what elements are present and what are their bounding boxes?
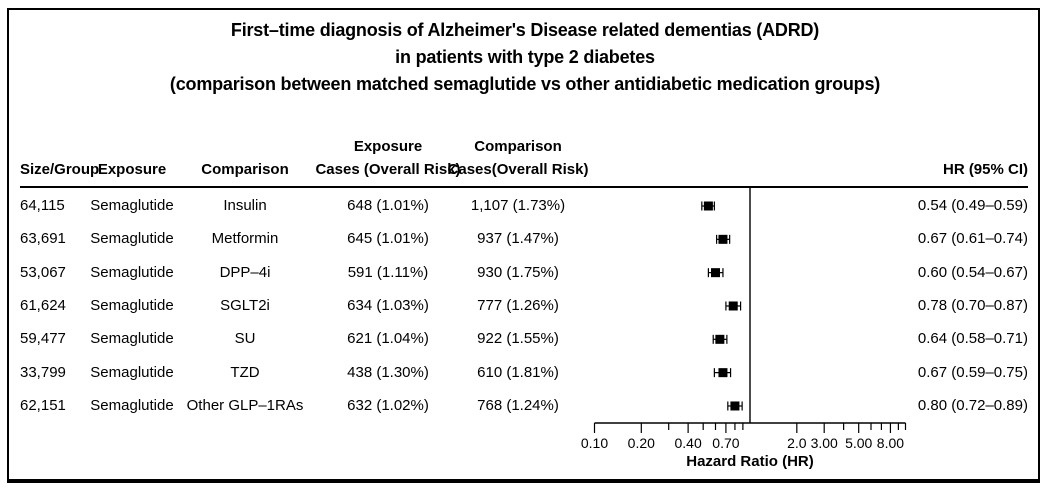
- cell-comparison-cases: 922 (1.55%): [477, 330, 559, 347]
- cell-size: 33,799: [20, 364, 66, 381]
- cell-size: 59,477: [20, 330, 66, 347]
- cell-exposure: Semaglutide: [90, 297, 174, 314]
- table-row: 63,691 Semaglutide Metformin 645 (1.01%)…: [0, 229, 1050, 249]
- hr-point-marker: [711, 268, 721, 278]
- x-axis-tick-label: 8.00: [877, 435, 904, 451]
- cell-comparison: TZD: [230, 364, 260, 381]
- table-row: 61,624 Semaglutide SGLT2i 634 (1.03%) 77…: [0, 296, 1050, 316]
- x-axis-tick-label: 0.20: [628, 435, 655, 451]
- cell-hr-ci: 0.67 (0.61–0.74): [917, 230, 1028, 247]
- column-header-exposure-cases-line2: Cases (Overall Risk): [315, 161, 461, 178]
- x-axis-tick-label: 0.10: [581, 435, 608, 451]
- cell-exposure: Semaglutide: [90, 397, 174, 414]
- hr-point-marker: [728, 301, 738, 311]
- cell-exposure-cases: 648 (1.01%): [347, 197, 429, 214]
- cell-exposure: Semaglutide: [90, 264, 174, 281]
- column-header-comparison: Comparison: [201, 161, 289, 178]
- cell-exposure-cases: 438 (1.30%): [347, 364, 429, 381]
- cell-comparison-cases: 768 (1.24%): [477, 397, 559, 414]
- hr-point-marker: [703, 201, 713, 211]
- cell-exposure: Semaglutide: [90, 197, 174, 214]
- cell-comparison-cases: 777 (1.26%): [477, 297, 559, 314]
- column-header-hr-ci: HR (95% CI): [942, 161, 1028, 178]
- cell-hr-ci: 0.60 (0.54–0.67): [917, 264, 1028, 281]
- cell-comparison: DPP–4i: [219, 264, 271, 281]
- cell-hr-ci: 0.78 (0.70–0.87): [917, 297, 1028, 314]
- header-separator-line: [20, 186, 1028, 188]
- cell-exposure-cases: 645 (1.01%): [347, 230, 429, 247]
- cell-comparison-cases: 930 (1.75%): [477, 264, 559, 281]
- figure-title: First–time diagnosis of Alzheimer's Dise…: [0, 17, 1050, 98]
- column-header-size-group: Size/Group: [20, 161, 100, 178]
- hr-point-marker: [718, 368, 728, 378]
- cell-exposure-cases: 591 (1.11%): [347, 264, 429, 281]
- cell-comparison: Insulin: [223, 197, 267, 214]
- cell-exposure: Semaglutide: [90, 364, 174, 381]
- cell-exposure: Semaglutide: [90, 330, 174, 347]
- cell-hr-ci: 0.80 (0.72–0.89): [917, 397, 1028, 414]
- title-line-3: (comparison between matched semaglutide …: [169, 74, 881, 94]
- cell-hr-ci: 0.54 (0.49–0.59): [917, 197, 1028, 214]
- title-line-2: in patients with type 2 diabetes: [395, 47, 655, 67]
- column-header-comparison-cases-line1: Comparison: [474, 138, 562, 155]
- title-line-1: First–time diagnosis of Alzheimer's Dise…: [230, 20, 820, 40]
- cell-exposure-cases: 621 (1.04%): [347, 330, 429, 347]
- column-header-exposure-cases-line1: Exposure: [353, 138, 423, 155]
- cell-size: 61,624: [20, 297, 66, 314]
- hr-point-marker: [715, 334, 725, 344]
- table-row: 53,067 Semaglutide DPP–4i 591 (1.11%) 93…: [0, 263, 1050, 283]
- cell-size: 62,151: [20, 397, 66, 414]
- x-axis-tick-label: 5.00: [845, 435, 872, 451]
- cell-hr-ci: 0.67 (0.59–0.75): [917, 364, 1028, 381]
- cell-size: 64,115: [20, 197, 65, 214]
- column-header-exposure: Exposure: [97, 161, 167, 178]
- hr-point-marker: [730, 401, 740, 411]
- x-axis-tick-label: 0.40: [674, 435, 701, 451]
- column-header-comparison-cases-line2: Cases(Overall Risk): [447, 161, 589, 178]
- cell-comparison-cases: 1,107 (1.73%): [470, 197, 566, 214]
- x-axis-tick-label: 0.70: [712, 435, 739, 451]
- table-row: 62,151 Semaglutide Other GLP–1RAs 632 (1…: [0, 396, 1050, 416]
- cell-exposure-cases: 632 (1.02%): [347, 397, 429, 414]
- cell-exposure-cases: 634 (1.03%): [347, 297, 429, 314]
- table-row: 64,115 Semaglutide Insulin 648 (1.01%) 1…: [0, 196, 1050, 216]
- figure-border: [7, 8, 1040, 483]
- hr-point-marker: [718, 234, 728, 244]
- x-axis-tick-label: 3.00: [811, 435, 838, 451]
- x-axis-title: Hazard Ratio (HR): [686, 453, 814, 470]
- x-axis-tick-label: 2.0: [787, 435, 807, 451]
- cell-size: 63,691: [20, 230, 66, 247]
- cell-comparison-cases: 937 (1.47%): [477, 230, 559, 247]
- cell-comparison: SGLT2i: [220, 297, 270, 314]
- table-row: 33,799 Semaglutide TZD 438 (1.30%) 610 (…: [0, 363, 1050, 383]
- cell-comparison: SU: [234, 330, 256, 347]
- cell-comparison: Metformin: [211, 230, 279, 247]
- cell-comparison-cases: 610 (1.81%): [477, 364, 559, 381]
- table-row: 59,477 Semaglutide SU 621 (1.04%) 922 (1…: [0, 329, 1050, 349]
- cell-size: 53,067: [20, 264, 66, 281]
- cell-exposure: Semaglutide: [90, 230, 174, 247]
- cell-hr-ci: 0.64 (0.58–0.71): [917, 330, 1028, 347]
- cell-comparison: Other GLP–1RAs: [186, 397, 304, 414]
